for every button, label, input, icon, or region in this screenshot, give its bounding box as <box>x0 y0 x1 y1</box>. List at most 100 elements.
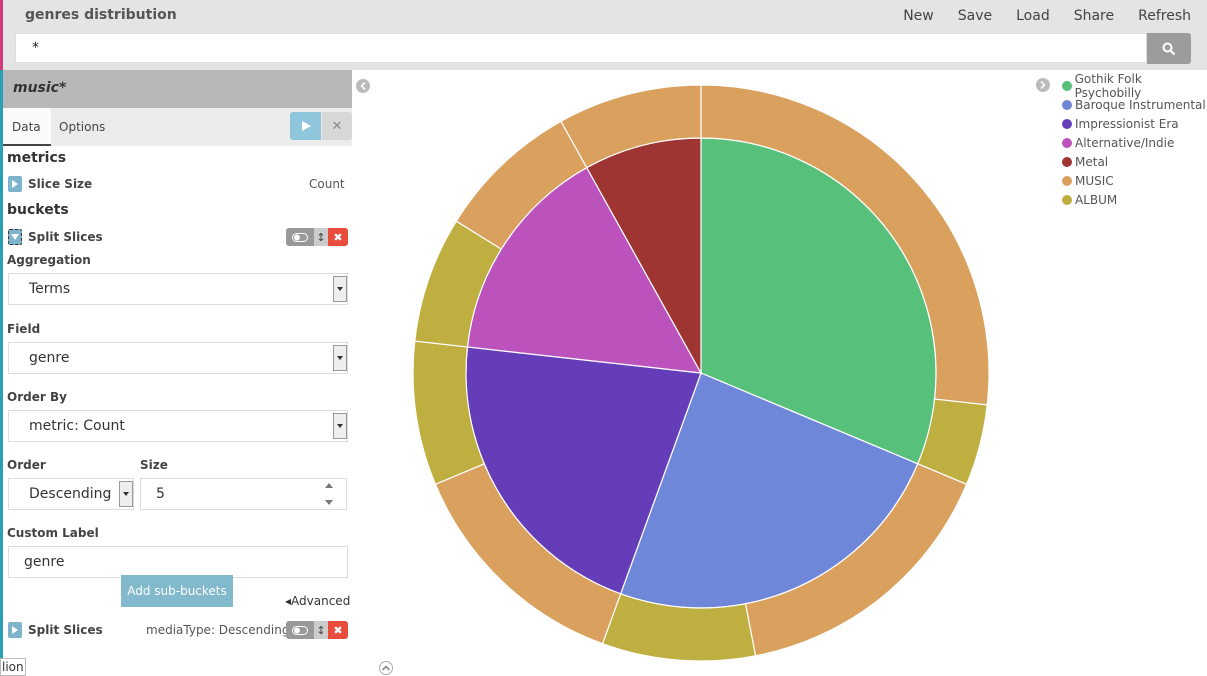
advanced-label: Advanced <box>291 594 350 608</box>
custom-label-input[interactable]: genre <box>8 546 348 578</box>
pie-slice[interactable] <box>621 373 918 608</box>
pie-ring-segment[interactable] <box>456 121 586 249</box>
toggle-icon <box>292 233 308 242</box>
legend-swatch <box>1062 195 1072 205</box>
top-bar: genres distribution New Save Load Share … <box>0 0 1207 70</box>
legend-item[interactable]: Impressionist Era <box>1062 114 1207 133</box>
pie-slice[interactable] <box>467 168 701 373</box>
buckets-heading: buckets <box>7 202 69 218</box>
legend: Gothik Folk Psychobilly Baroque Instrumen… <box>1062 76 1207 209</box>
legend-swatch <box>1062 157 1072 167</box>
size-stepper[interactable] <box>324 483 334 505</box>
pie-ring-segment[interactable] <box>701 85 989 405</box>
refresh-button[interactable]: Refresh <box>1138 8 1191 24</box>
increment-icon[interactable] <box>325 483 333 488</box>
dropdown-arrow-icon <box>333 276 347 302</box>
advanced-link[interactable]: ◂Advanced <box>285 594 350 608</box>
add-sub-buckets-button[interactable]: Add sub-buckets <box>121 575 233 607</box>
pie-slice[interactable] <box>466 347 701 594</box>
expand-bucket-button[interactable] <box>8 622 22 638</box>
collapse-spy-button[interactable] <box>379 661 393 675</box>
metric-value: Count <box>309 177 345 191</box>
legend-swatch <box>1062 100 1072 110</box>
chevron-right-icon <box>12 180 18 188</box>
bucket-summary: mediaType: Descending <box>146 623 289 637</box>
legend-label: Metal <box>1075 155 1108 169</box>
legend-label: Alternative/Indie <box>1075 136 1174 150</box>
pie-ring-segment[interactable] <box>745 464 966 656</box>
collapse-bucket-button[interactable] <box>8 229 22 245</box>
expand-metric-button[interactable] <box>8 176 22 192</box>
field-select[interactable]: genre <box>8 342 348 374</box>
metrics-heading: metrics <box>7 150 66 166</box>
legend-item[interactable]: Gothik Folk Psychobilly <box>1062 76 1207 95</box>
search-icon <box>1162 42 1176 56</box>
save-button[interactable]: Save <box>958 8 992 24</box>
move-bucket-icon[interactable]: ↕ <box>314 228 328 246</box>
legend-item[interactable]: Metal <box>1062 152 1207 171</box>
field-value: genre <box>29 350 69 366</box>
pie-ring-segment[interactable] <box>918 399 987 484</box>
pie-slice[interactable] <box>587 138 701 373</box>
load-button[interactable]: Load <box>1016 8 1050 24</box>
apply-button[interactable] <box>290 112 321 140</box>
legend-swatch <box>1062 176 1072 186</box>
legend-item[interactable]: ALBUM <box>1062 190 1207 209</box>
legend-item[interactable]: Baroque Instrumental <box>1062 95 1207 114</box>
search-input[interactable]: * <box>15 33 1147 63</box>
chevron-right-icon <box>12 626 18 634</box>
field-label: Field <box>7 322 40 336</box>
decrement-icon[interactable] <box>325 500 333 505</box>
custom-label-label: Custom Label <box>7 526 99 540</box>
page-title: genres distribution <box>25 7 177 23</box>
toggle-bucket-button[interactable] <box>286 228 314 246</box>
share-button[interactable]: Share <box>1074 8 1114 24</box>
vis-name: music* <box>3 70 352 108</box>
legend-item[interactable]: MUSIC <box>1062 171 1207 190</box>
legend-swatch <box>1062 119 1072 129</box>
legend-label: MUSIC <box>1075 174 1114 188</box>
remove-bucket-button[interactable]: ✖ <box>328 228 348 246</box>
sidebar-tabs: Data Options ✕ <box>3 108 352 146</box>
search-button[interactable] <box>1147 33 1191 64</box>
collapse-sidebar-button[interactable] <box>356 79 370 93</box>
discard-button[interactable]: ✕ <box>322 112 352 140</box>
legend-label: Gothik Folk Psychobilly <box>1075 72 1207 100</box>
pie-ring-segment[interactable] <box>413 341 484 484</box>
tab-data[interactable]: Data <box>3 108 51 146</box>
tab-options[interactable]: Options <box>59 120 105 134</box>
pie-ring-segment[interactable] <box>561 85 701 168</box>
tooltip: lion <box>0 658 26 676</box>
top-menu: New Save Load Share Refresh <box>903 8 1207 24</box>
metric-label: Slice Size <box>28 177 92 191</box>
legend-swatch <box>1062 138 1072 148</box>
toggle-bucket-button[interactable] <box>286 621 314 639</box>
aggregation-label: Aggregation <box>7 253 91 267</box>
play-icon <box>301 121 311 131</box>
dropdown-arrow-icon <box>333 345 347 371</box>
pie-ring-segment[interactable] <box>602 594 755 661</box>
new-button[interactable]: New <box>903 8 934 24</box>
dropdown-arrow-icon <box>119 481 133 507</box>
chevron-left-icon <box>360 82 366 90</box>
pie-ring-segment[interactable] <box>415 221 502 347</box>
legend-label: Impressionist Era <box>1075 117 1179 131</box>
pie-ring-segment[interactable] <box>435 464 620 644</box>
move-bucket-icon[interactable]: ↕ <box>314 621 328 639</box>
legend-label: Baroque Instrumental <box>1075 98 1206 112</box>
order-value: Descending <box>29 486 111 502</box>
order-by-value: metric: Count <box>29 418 125 434</box>
remove-bucket-button[interactable]: ✖ <box>328 621 348 639</box>
order-select[interactable]: Descending <box>8 478 134 510</box>
order-label: Order <box>7 458 46 472</box>
split-slices-label: Split Slices <box>28 230 103 244</box>
aggregation-select[interactable]: Terms <box>8 273 348 305</box>
toggle-legend-button[interactable] <box>1036 78 1050 92</box>
order-by-select[interactable]: metric: Count <box>8 410 348 442</box>
size-input[interactable]: 5 <box>140 478 347 510</box>
pie-slice[interactable] <box>701 138 936 464</box>
chevron-right-icon <box>1040 81 1046 89</box>
legend-item[interactable]: Alternative/Indie <box>1062 133 1207 152</box>
size-label: Size <box>140 458 168 472</box>
dropdown-arrow-icon <box>333 413 347 439</box>
